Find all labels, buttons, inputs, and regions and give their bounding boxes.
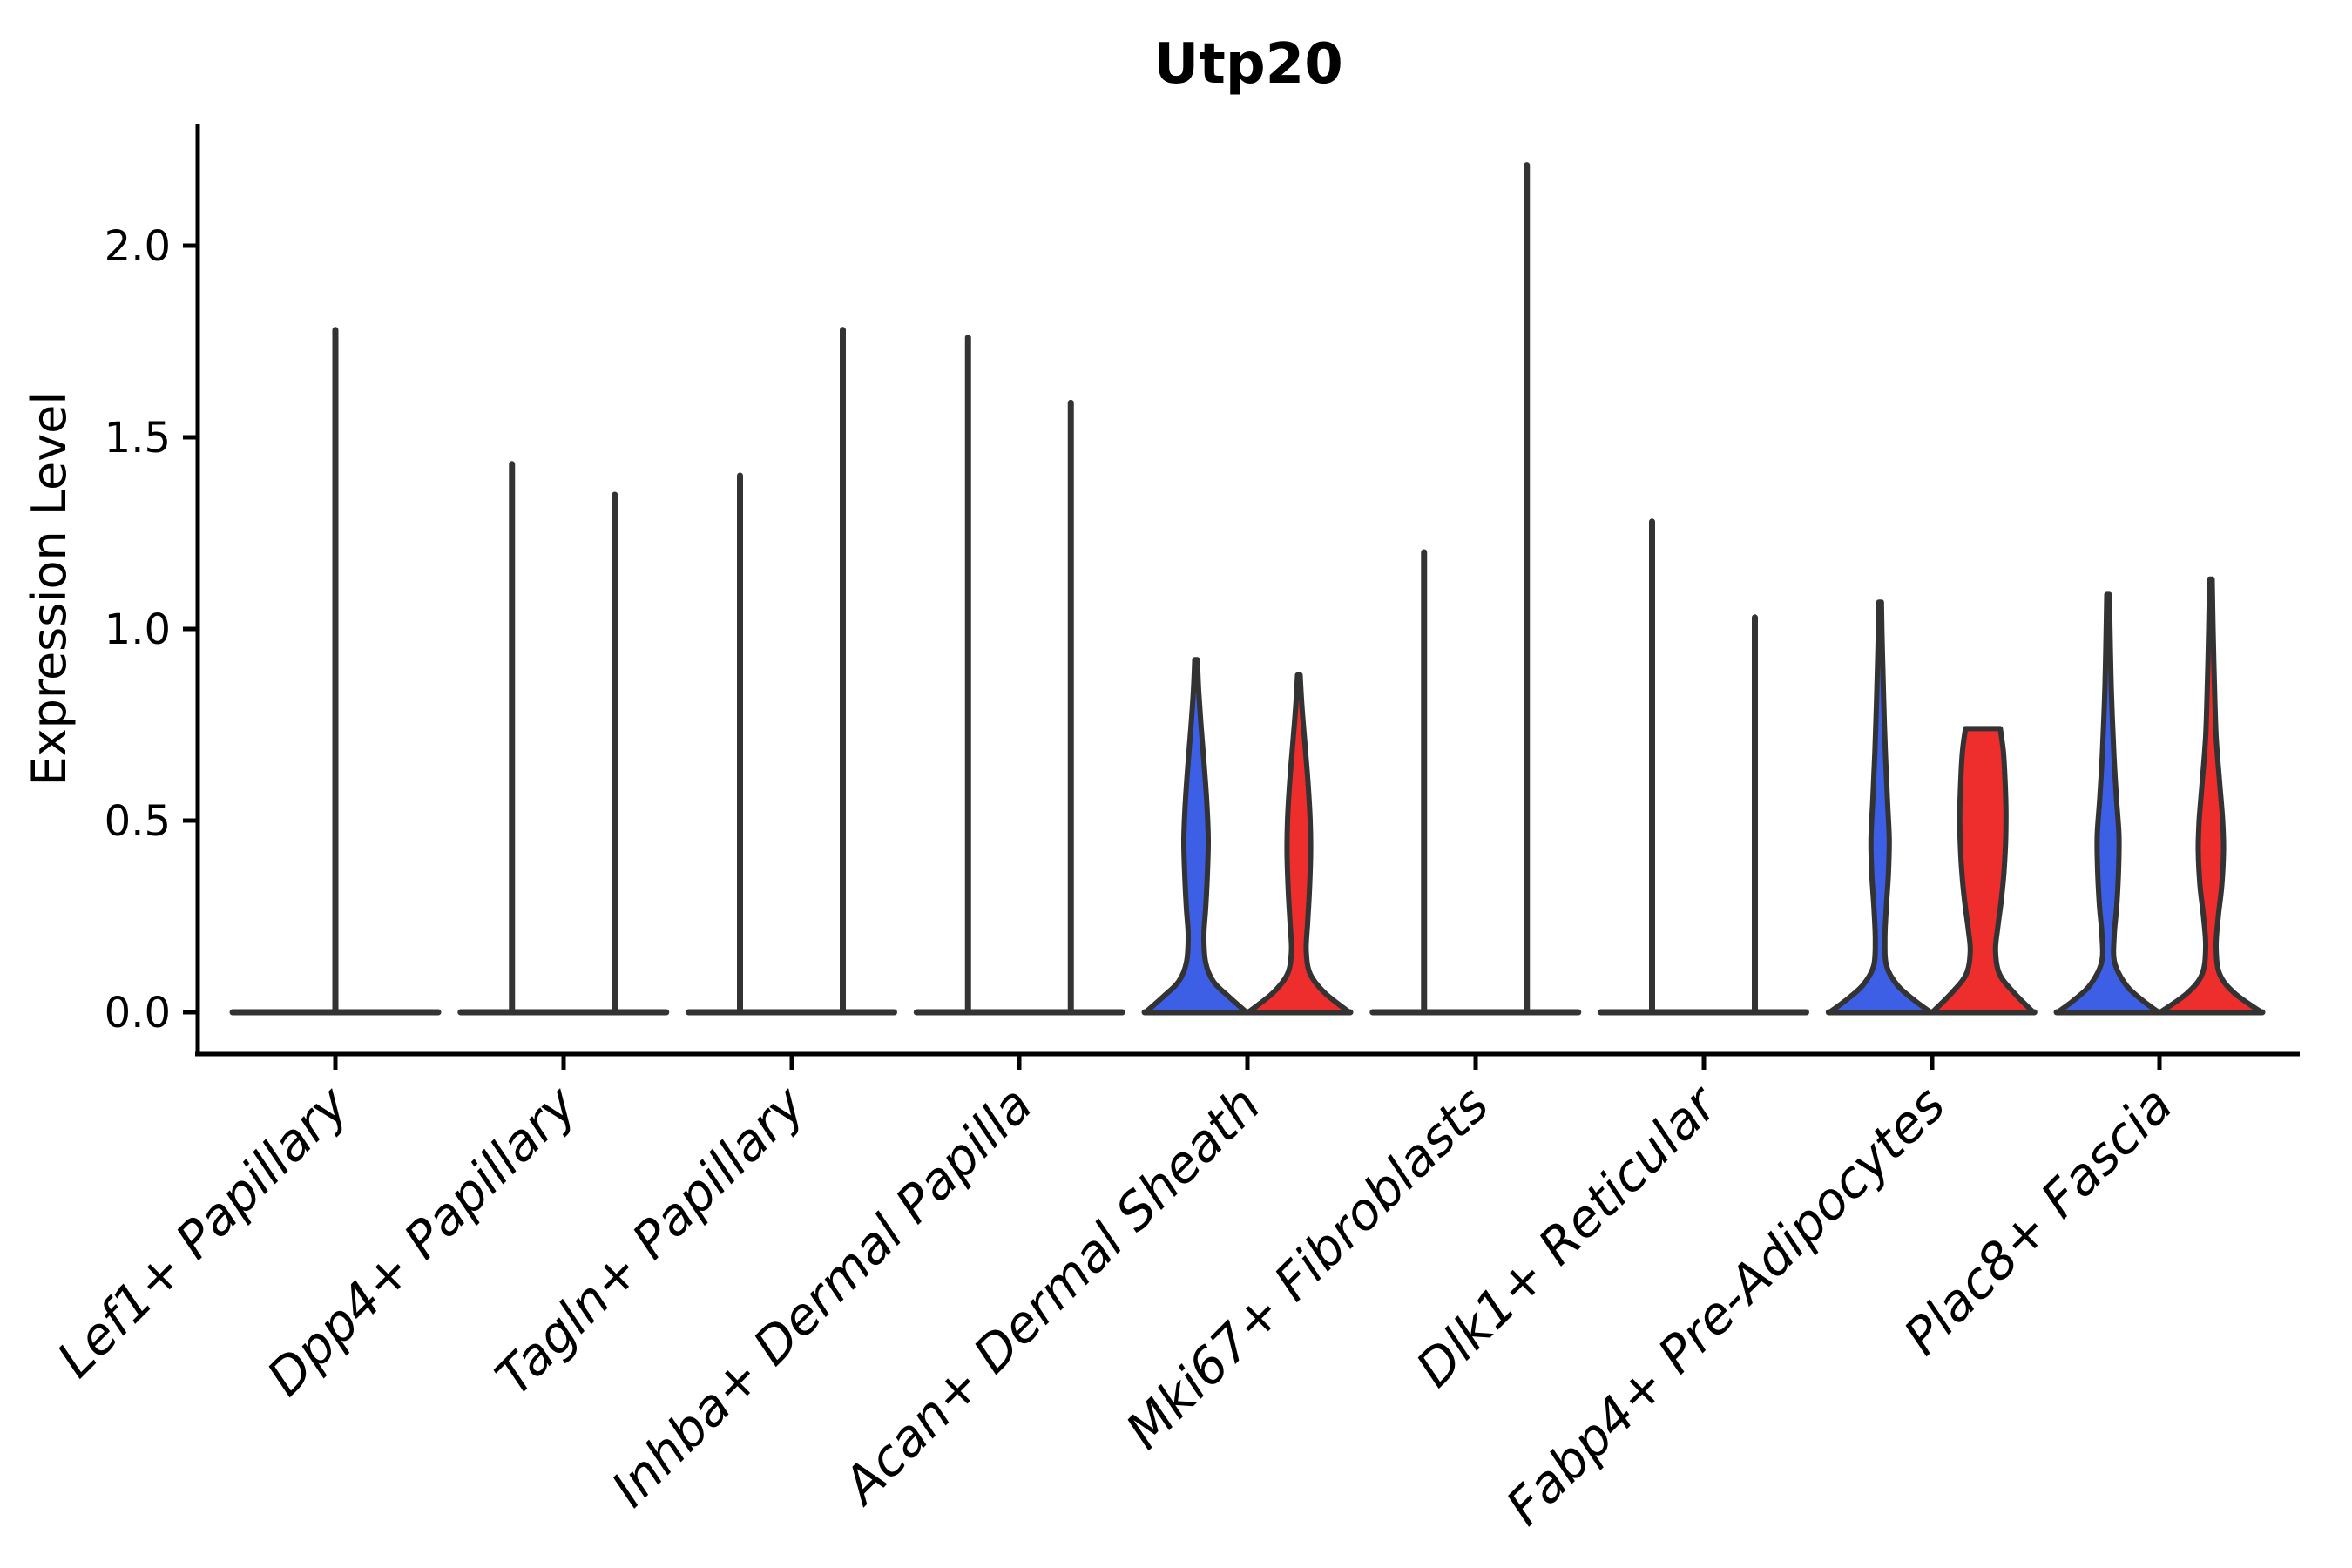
violin-group-acan-dermal-sheath xyxy=(1141,657,1354,1016)
violin-body-fabp4-pre-adipocytes-red xyxy=(1930,726,2037,1015)
x-tick-label: Inhba+ Dermal Papilla xyxy=(600,1075,1044,1518)
y-tick-label: 1.5 xyxy=(105,414,171,463)
y-tick-label: 0.5 xyxy=(105,797,171,846)
y-axis: 2.0 1.5 1.0 0.5 0.0 xyxy=(105,124,200,1054)
x-tick-label: Acan+ Dermal Sheath xyxy=(829,1075,1272,1517)
violins-layer xyxy=(229,162,2266,1016)
x-tick-label: Fabp4+ Pre-Adipocytes xyxy=(1495,1075,1957,1537)
violin-group-dlk1-reticular xyxy=(1598,518,1809,1016)
y-axis-label: Expression Level xyxy=(22,392,77,787)
x-axis: Lef1+ Papillary Dpp4+ Papillary Tagln+ P… xyxy=(45,1051,2300,1537)
violin-group-mki67-fibroblasts xyxy=(1369,162,1582,1016)
violin-group-inhba-dermal-papilla xyxy=(913,335,1125,1016)
chart-title: Utp20 xyxy=(1153,32,1342,97)
violin-group-tagln-papillary xyxy=(686,327,897,1016)
y-tick-label: 1.0 xyxy=(105,605,171,654)
violin-group-dpp4-papillary xyxy=(457,461,670,1016)
violin-body-acan-dermal-sheath-red xyxy=(1246,672,1352,1015)
y-tick-label: 0.0 xyxy=(105,989,171,1037)
violin-group-plac8-fascia xyxy=(2053,576,2266,1016)
violin-group-fabp4-pre-adipocytes xyxy=(1825,599,2038,1016)
violin-body-plac8-fascia-red xyxy=(2158,576,2264,1015)
violin-group-lef1-papillary xyxy=(229,327,442,1016)
violin-body-fabp4-pre-adipocytes-blue xyxy=(1827,599,1934,1015)
y-tick-label: 2.0 xyxy=(105,222,171,271)
violin-body-acan-dermal-sheath-blue xyxy=(1143,657,1249,1015)
violin-body-plac8-fascia-blue xyxy=(2055,591,2161,1015)
